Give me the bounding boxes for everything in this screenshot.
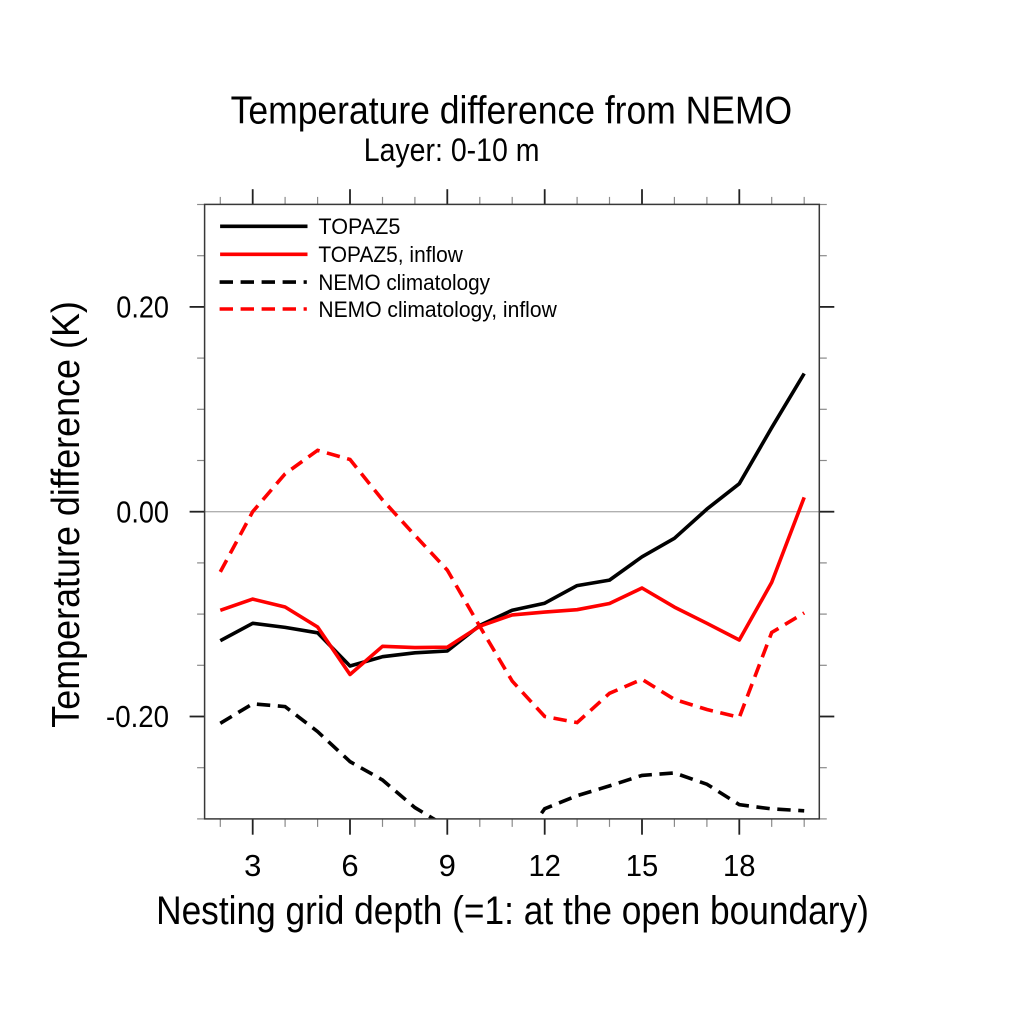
svg-text:18: 18 — [723, 848, 756, 883]
svg-text:TOPAZ5, inflow: TOPAZ5, inflow — [318, 242, 463, 267]
svg-text:Layer: 0-10 m: Layer: 0-10 m — [364, 132, 540, 168]
svg-text:NEMO climatology, inflow: NEMO climatology, inflow — [318, 297, 557, 322]
svg-text:Nesting grid depth (=1: at the: Nesting grid depth (=1: at the open boun… — [156, 889, 869, 933]
svg-text:6: 6 — [341, 848, 358, 883]
svg-text:9: 9 — [439, 848, 456, 883]
svg-text:Temperature difference from NE: Temperature difference from NEMO — [231, 90, 793, 133]
svg-text:-0.20: -0.20 — [106, 699, 169, 734]
svg-text:Temperature difference (K): Temperature difference (K) — [45, 301, 88, 728]
svg-text:12: 12 — [528, 848, 561, 883]
svg-text:0.00: 0.00 — [116, 494, 169, 529]
svg-text:TOPAZ5: TOPAZ5 — [318, 214, 400, 239]
svg-text:NEMO climatology: NEMO climatology — [318, 270, 490, 295]
svg-text:3: 3 — [244, 848, 261, 883]
svg-text:0.20: 0.20 — [116, 290, 169, 325]
svg-text:15: 15 — [626, 848, 659, 883]
